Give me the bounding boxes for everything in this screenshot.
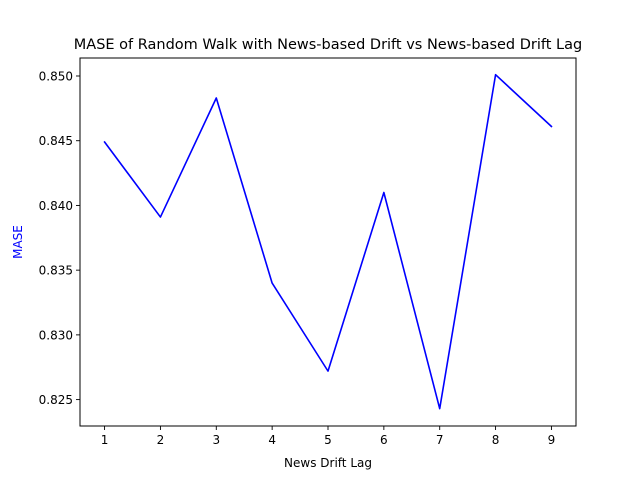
series-group [103, 73, 553, 410]
y-tick-label: 0.835 [39, 264, 73, 278]
x-tick-label: 9 [548, 433, 556, 447]
x-axis-label: News Drift Lag [284, 456, 372, 470]
y-tick-label: 0.850 [39, 69, 73, 83]
x-axis-ticks: 1 2 3 4 5 6 7 8 9 [101, 426, 555, 447]
x-tick-label: 7 [436, 433, 444, 447]
x-tick-label: 8 [492, 433, 500, 447]
x-tick-label: 4 [268, 433, 276, 447]
y-tick-label: 0.840 [39, 199, 73, 213]
x-tick-label: 6 [380, 433, 388, 447]
x-tick-label: 2 [157, 433, 165, 447]
y-tick-label: 0.830 [39, 328, 73, 342]
y-axis-ticks: 0.825 0.830 0.835 0.840 0.845 0.850 [39, 69, 80, 407]
plot-area [80, 58, 576, 426]
x-tick-label: 3 [212, 433, 220, 447]
y-axis-label: MASE [11, 225, 25, 259]
chart-title: MASE of Random Walk with News-based Drif… [74, 37, 582, 53]
plot-frame [79, 57, 577, 427]
series-line [103, 73, 553, 410]
y-tick-label: 0.845 [39, 134, 73, 148]
y-tick-label: 0.825 [39, 393, 73, 407]
x-tick-label: 5 [324, 433, 332, 447]
x-tick-label: 1 [101, 433, 109, 447]
